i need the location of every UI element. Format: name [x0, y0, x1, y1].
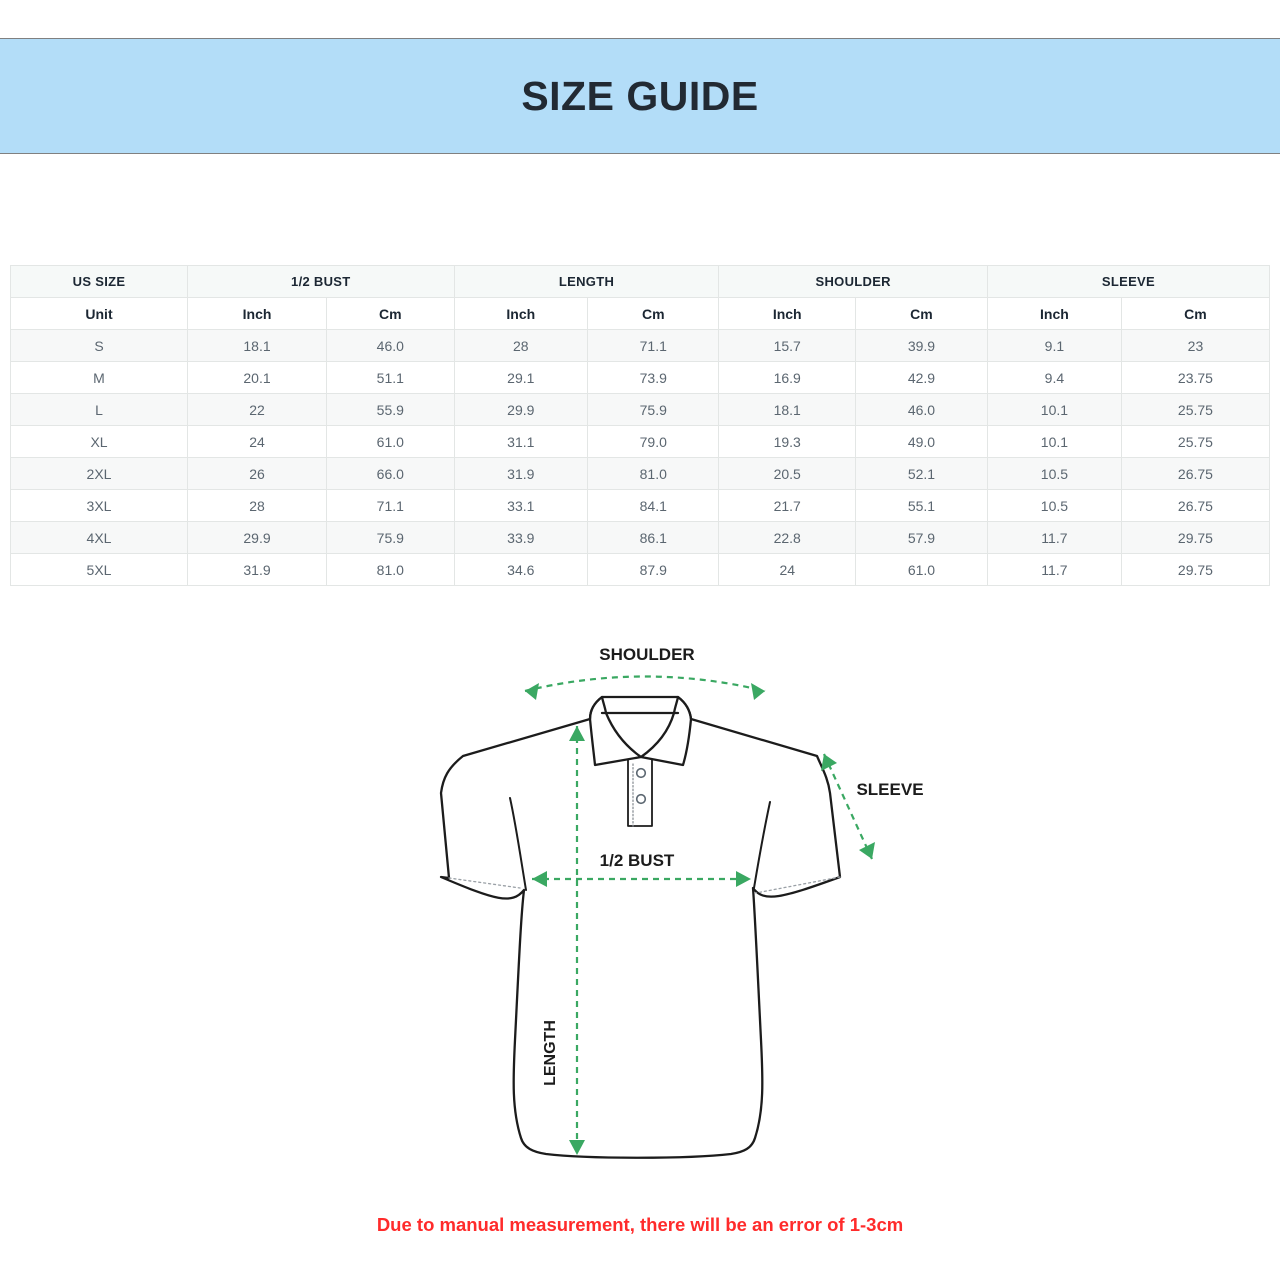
svg-text:1/2 BUST: 1/2 BUST	[600, 851, 675, 870]
svg-text:LENGTH: LENGTH	[542, 1020, 559, 1086]
svg-text:SLEEVE: SLEEVE	[856, 780, 923, 799]
svg-text:SHOULDER: SHOULDER	[599, 645, 694, 664]
svg-text:Due to manual measurement, the: Due to manual measurement, there will be…	[377, 1214, 903, 1235]
